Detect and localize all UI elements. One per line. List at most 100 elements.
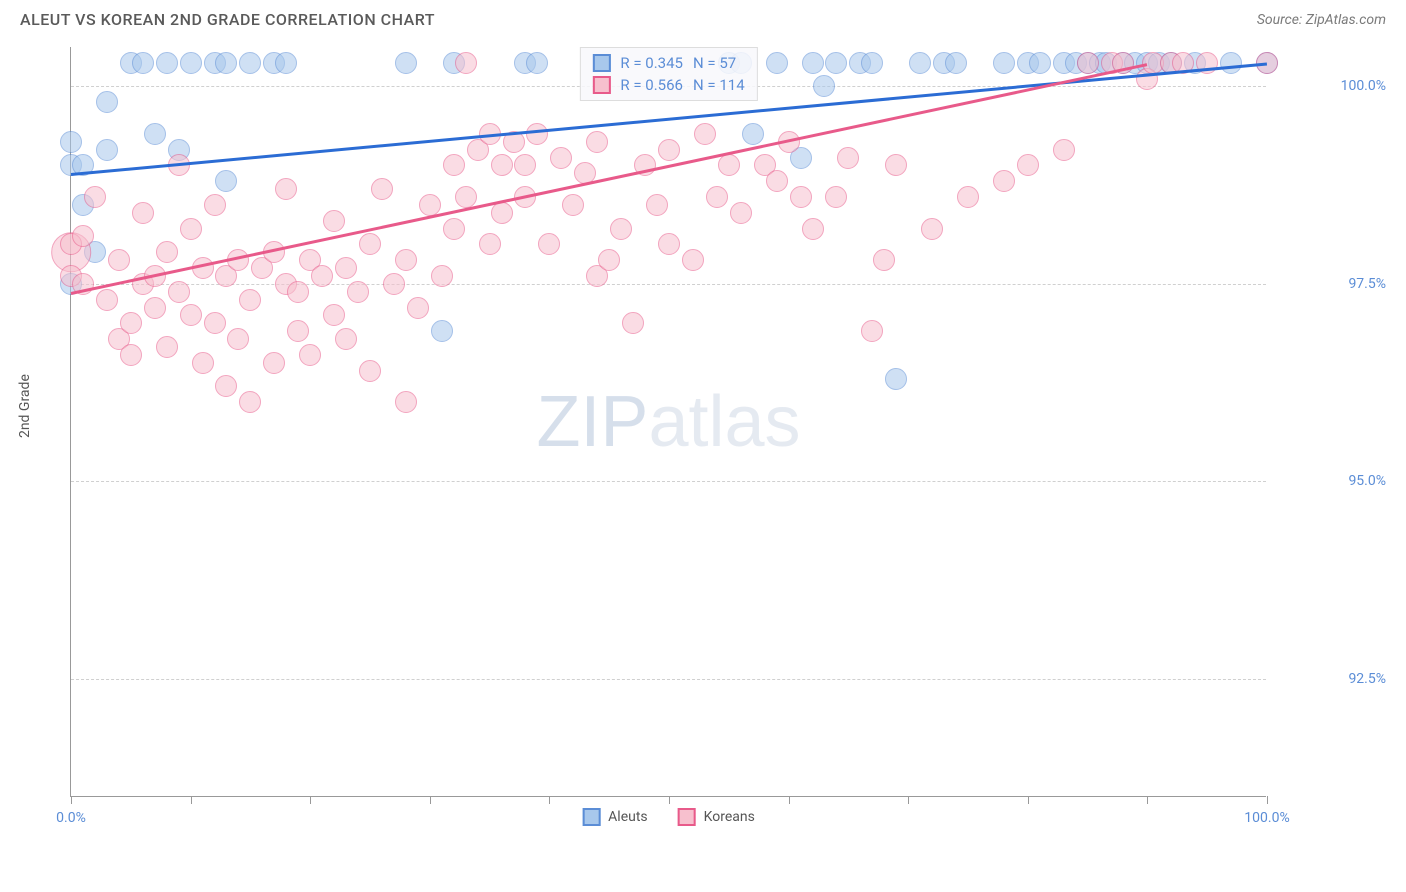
- scatter-point: [180, 218, 202, 240]
- gridline-horizontal: [71, 481, 1266, 482]
- scatter-point: [455, 52, 477, 74]
- legend-stats-row: R = 0.345N = 57: [592, 52, 744, 74]
- watermark-light: atlas: [648, 382, 800, 462]
- x-tick: [430, 796, 431, 804]
- scatter-point: [335, 328, 357, 350]
- scatter-point: [132, 52, 154, 74]
- scatter-point: [730, 202, 752, 224]
- scatter-point: [491, 154, 513, 176]
- chart-source: Source: ZipAtlas.com: [1257, 12, 1386, 28]
- scatter-point: [622, 312, 644, 334]
- x-tick: [71, 796, 72, 804]
- x-tick-label: 100.0%: [1244, 810, 1289, 826]
- scatter-point: [993, 52, 1015, 74]
- scatter-point: [861, 320, 883, 342]
- scatter-point: [204, 312, 226, 334]
- plot-area: ZIPatlas R = 0.345N = 57R = 0.566N = 114…: [70, 47, 1266, 797]
- scatter-point: [790, 186, 812, 208]
- scatter-point: [706, 186, 728, 208]
- scatter-point: [598, 249, 620, 271]
- scatter-point: [239, 52, 261, 74]
- scatter-point: [861, 52, 883, 74]
- scatter-point: [873, 249, 895, 271]
- scatter-point: [120, 312, 142, 334]
- legend-r-label: R = 0.566: [620, 76, 683, 94]
- scatter-point: [766, 52, 788, 74]
- scatter-point: [311, 265, 333, 287]
- scatter-point: [383, 273, 405, 295]
- scatter-point: [239, 391, 261, 413]
- gridline-horizontal: [71, 679, 1266, 680]
- x-tick-label: 0.0%: [56, 810, 86, 826]
- x-tick: [310, 796, 311, 804]
- legend-swatch: [592, 76, 610, 94]
- x-tick: [789, 796, 790, 804]
- scatter-point: [275, 178, 297, 200]
- scatter-point: [407, 297, 429, 319]
- scatter-point: [921, 218, 943, 240]
- scatter-point: [156, 52, 178, 74]
- scatter-point: [957, 186, 979, 208]
- x-tick: [1267, 796, 1268, 804]
- scatter-point: [837, 147, 859, 169]
- x-tick: [669, 796, 670, 804]
- scatter-point: [526, 123, 548, 145]
- scatter-point: [443, 154, 465, 176]
- scatter-point: [658, 233, 680, 255]
- scatter-point: [96, 289, 118, 311]
- legend-series-label: Aleuts: [608, 809, 647, 825]
- scatter-point: [359, 233, 381, 255]
- scatter-point: [1053, 139, 1075, 161]
- scatter-point: [215, 375, 237, 397]
- scatter-point: [694, 123, 716, 145]
- scatter-point: [144, 123, 166, 145]
- legend-series: AleutsKoreans: [582, 808, 755, 826]
- scatter-point: [72, 225, 94, 247]
- scatter-point: [1029, 52, 1051, 74]
- scatter-point: [610, 218, 632, 240]
- scatter-point: [96, 139, 118, 161]
- scatter-point: [180, 52, 202, 74]
- legend-n-label: N = 57: [693, 54, 736, 72]
- gridline-horizontal: [71, 284, 1266, 285]
- scatter-point: [227, 328, 249, 350]
- scatter-point: [718, 154, 740, 176]
- scatter-point: [180, 304, 202, 326]
- scatter-point: [215, 52, 237, 74]
- legend-swatch: [592, 54, 610, 72]
- scatter-point: [431, 265, 453, 287]
- scatter-point: [1220, 52, 1242, 74]
- legend-n-label: N = 114: [693, 76, 745, 94]
- legend-r-value: 0.566: [645, 76, 683, 94]
- scatter-point: [909, 52, 931, 74]
- scatter-point: [204, 194, 226, 216]
- scatter-point: [538, 233, 560, 255]
- scatter-point: [215, 170, 237, 192]
- x-tick: [549, 796, 550, 804]
- scatter-point: [586, 131, 608, 153]
- chart-title: ALEUT VS KOREAN 2ND GRADE CORRELATION CH…: [20, 10, 435, 29]
- scatter-point: [766, 170, 788, 192]
- scatter-point: [802, 218, 824, 240]
- legend-stats: R = 0.345N = 57 R = 0.566 N = 114: [579, 47, 757, 101]
- x-tick: [191, 796, 192, 804]
- scatter-point: [359, 360, 381, 382]
- scatter-point: [96, 91, 118, 113]
- scatter-point: [993, 170, 1015, 192]
- scatter-point: [323, 304, 345, 326]
- legend-series-item: Aleuts: [582, 808, 647, 826]
- scatter-point: [658, 139, 680, 161]
- scatter-point: [479, 233, 501, 255]
- scatter-point: [742, 123, 764, 145]
- scatter-point: [562, 194, 584, 216]
- scatter-point: [395, 391, 417, 413]
- chart-container: 2nd Grade ZIPatlas R = 0.345N = 57R = 0.…: [0, 37, 1406, 887]
- scatter-point: [885, 368, 907, 390]
- scatter-point: [263, 352, 285, 374]
- scatter-point: [419, 194, 441, 216]
- legend-n-value: 57: [719, 54, 736, 72]
- scatter-point: [239, 289, 261, 311]
- scatter-point: [431, 320, 453, 342]
- x-tick: [1028, 796, 1029, 804]
- x-tick: [1147, 796, 1148, 804]
